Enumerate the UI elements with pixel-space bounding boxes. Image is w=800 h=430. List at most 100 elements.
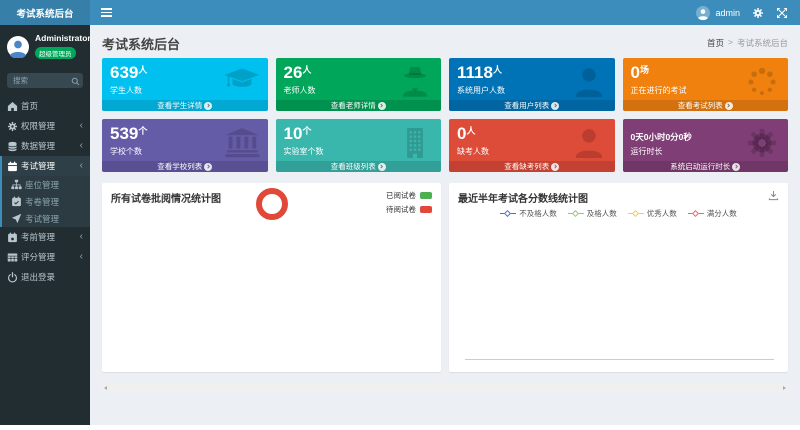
stat-label: 实验室个数	[283, 147, 324, 156]
line-diamond-marker	[627, 209, 644, 218]
sidebar-avatar	[7, 36, 29, 59]
card-footer-link[interactable]: 查看学生详情	[102, 100, 268, 111]
power-icon	[7, 271, 21, 283]
arrow-circle-icon	[732, 162, 741, 171]
arrow-circle-icon	[551, 101, 560, 110]
card-footer-link[interactable]: 查看学校列表	[102, 161, 268, 172]
scroll-left-arrow[interactable]	[104, 385, 107, 390]
app-logo[interactable]: 考试系统后台	[0, 0, 90, 25]
sidebar-item-data[interactable]: 数据管理 ‹	[0, 136, 90, 156]
sidebar-item-home[interactable]: 首页	[0, 96, 90, 116]
table-icon	[7, 252, 21, 263]
arrow-circle-icon	[377, 162, 386, 171]
search-icon[interactable]	[71, 73, 80, 91]
sidebar-item-permissions[interactable]: 权限管理 ‹	[0, 116, 90, 136]
sidebar-menu: 首页 权限管理 ‹ 数据管理 ‹ 考试管理 ‹ 座位管理 考卷管理	[0, 96, 90, 287]
line-diamond-marker	[687, 209, 704, 218]
chevron-left-icon: ‹	[79, 251, 83, 263]
breadcrumb: 首页 > 考试系统后台	[707, 37, 788, 49]
stat-label: 正在进行的考试	[630, 86, 687, 95]
content-area: 考试系统后台 首页 > 考试系统后台 639人 学生人数 查看学生详情	[90, 25, 800, 425]
breadcrumb-home-link[interactable]: 首页	[707, 38, 725, 48]
legend-item-pending[interactable]: 待阅试卷	[386, 204, 432, 215]
legend-swatch	[420, 206, 432, 213]
line-diamond-marker	[500, 209, 517, 218]
card-footer-link[interactable]: 系统启动运行时长	[622, 161, 788, 172]
sidebar-item-paper-management[interactable]: 考卷管理	[2, 193, 90, 210]
scroll-right-arrow[interactable]	[783, 385, 786, 390]
card-footer-link[interactable]: 查看老师详情	[275, 100, 441, 111]
pie-legend: 已阅试卷 待阅试卷	[386, 190, 432, 215]
legend-item-excellent[interactable]: 优秀人数	[627, 208, 677, 219]
sidebar-item-exam-run[interactable]: 考试管理	[2, 210, 90, 227]
download-icon[interactable]	[768, 190, 779, 201]
navbar-right: admin	[696, 0, 800, 25]
line-diamond-marker	[567, 209, 584, 218]
user-icon	[570, 124, 608, 162]
chart-panels: 所有试卷批阅情况统计图 已阅试卷 待阅试卷	[102, 183, 788, 372]
arrow-circle-icon	[377, 101, 386, 110]
legend-item-perfect[interactable]: 满分人数	[687, 208, 737, 219]
content-header: 考试系统后台 首页 > 考试系统后台	[90, 25, 800, 58]
search-input[interactable]	[7, 73, 83, 89]
stat-label: 运行时长	[630, 146, 663, 156]
sidebar: Administrator 超级管理员 首页 权限管理 ‹ 数据管理 ‹	[0, 25, 91, 425]
breadcrumb-separator: >	[728, 37, 733, 47]
stat-card-schools: 539个 学校个数 查看学校列表	[102, 119, 268, 172]
stat-label: 学生人数	[110, 86, 142, 95]
building-icon	[396, 124, 434, 162]
sidebar-item-logout[interactable]: 退出登录	[0, 267, 90, 287]
stat-value: 0场	[630, 63, 649, 82]
sidebar-item-exam-management[interactable]: 考试管理 ‹	[0, 156, 90, 177]
graduation-cap-icon	[223, 63, 261, 101]
card-footer-link[interactable]: 查看班级列表	[275, 161, 441, 172]
user-avatar-icon	[696, 5, 711, 20]
gear-icon	[743, 124, 781, 162]
panel-paper-review-chart: 所有试卷批阅情况统计图 已阅试卷 待阅试卷	[102, 183, 441, 372]
stat-value: 0天0小时0分0秒	[630, 132, 692, 142]
chevron-left-icon: ‹	[79, 231, 83, 243]
arrow-circle-icon	[724, 101, 733, 110]
settings-cogs-icon[interactable]	[752, 7, 764, 19]
fullscreen-expand-icon[interactable]	[776, 7, 788, 19]
legend-item-fail[interactable]: 不及格人数	[500, 208, 557, 219]
paper-plane-icon	[11, 213, 25, 224]
card-footer-link[interactable]: 查看缺考列表	[449, 161, 615, 172]
chevron-left-icon: ‹	[79, 120, 83, 132]
sidebar-user-panel: Administrator 超级管理员	[0, 25, 91, 65]
sidebar-item-seat-management[interactable]: 座位管理	[2, 176, 90, 193]
card-footer-link[interactable]: 查看用户列表	[449, 100, 615, 111]
legend-item-reviewed[interactable]: 已阅试卷	[386, 190, 432, 201]
stat-label: 系统用户人数	[457, 86, 505, 95]
arrow-circle-icon	[551, 162, 560, 171]
breadcrumb-current: 考试系统后台	[736, 38, 788, 48]
stat-card-uptime: 0天0小时0分0秒 运行时长 系统启动运行时长	[622, 119, 788, 172]
stat-value: 0人	[457, 124, 476, 143]
stat-value: 1118人	[457, 63, 502, 82]
page-title: 考试系统后台	[102, 37, 181, 52]
legend-item-pass[interactable]: 及格人数	[567, 208, 617, 219]
sitemap-icon	[11, 179, 25, 190]
stat-card-students: 639人 学生人数 查看学生详情	[102, 58, 268, 111]
horizontal-scrollbar[interactable]	[102, 384, 788, 391]
stat-label: 老师人数	[283, 86, 316, 95]
sidebar-user-name: Administrator	[35, 33, 91, 43]
calendar-day-icon	[7, 232, 21, 243]
user-icon	[570, 63, 608, 101]
sidebar-submenu-exam: 座位管理 考卷管理 考试管理	[0, 176, 90, 228]
database-icon	[7, 141, 21, 152]
chart-title: 所有试卷批阅情况统计图	[111, 194, 221, 205]
sidebar-item-pre-exam[interactable]: 考前管理 ‹	[0, 227, 90, 247]
x-axis-line	[465, 359, 774, 360]
stat-value: 639人	[110, 63, 148, 82]
user-role-badge: 超级管理员	[35, 47, 76, 60]
arrow-circle-icon	[204, 101, 213, 110]
stat-card-labs: 10个 实验室个数 查看班级列表	[275, 119, 441, 172]
card-footer-link[interactable]: 查看考试列表	[622, 100, 788, 111]
stat-value: 539个	[110, 124, 148, 143]
sidebar-item-scoring[interactable]: 评分管理 ‹	[0, 247, 90, 267]
chevron-left-icon: ‹	[79, 140, 83, 152]
user-menu[interactable]: admin	[696, 5, 740, 20]
pie-donut-ring	[255, 188, 288, 220]
sidebar-toggle-button[interactable]	[90, 0, 122, 25]
